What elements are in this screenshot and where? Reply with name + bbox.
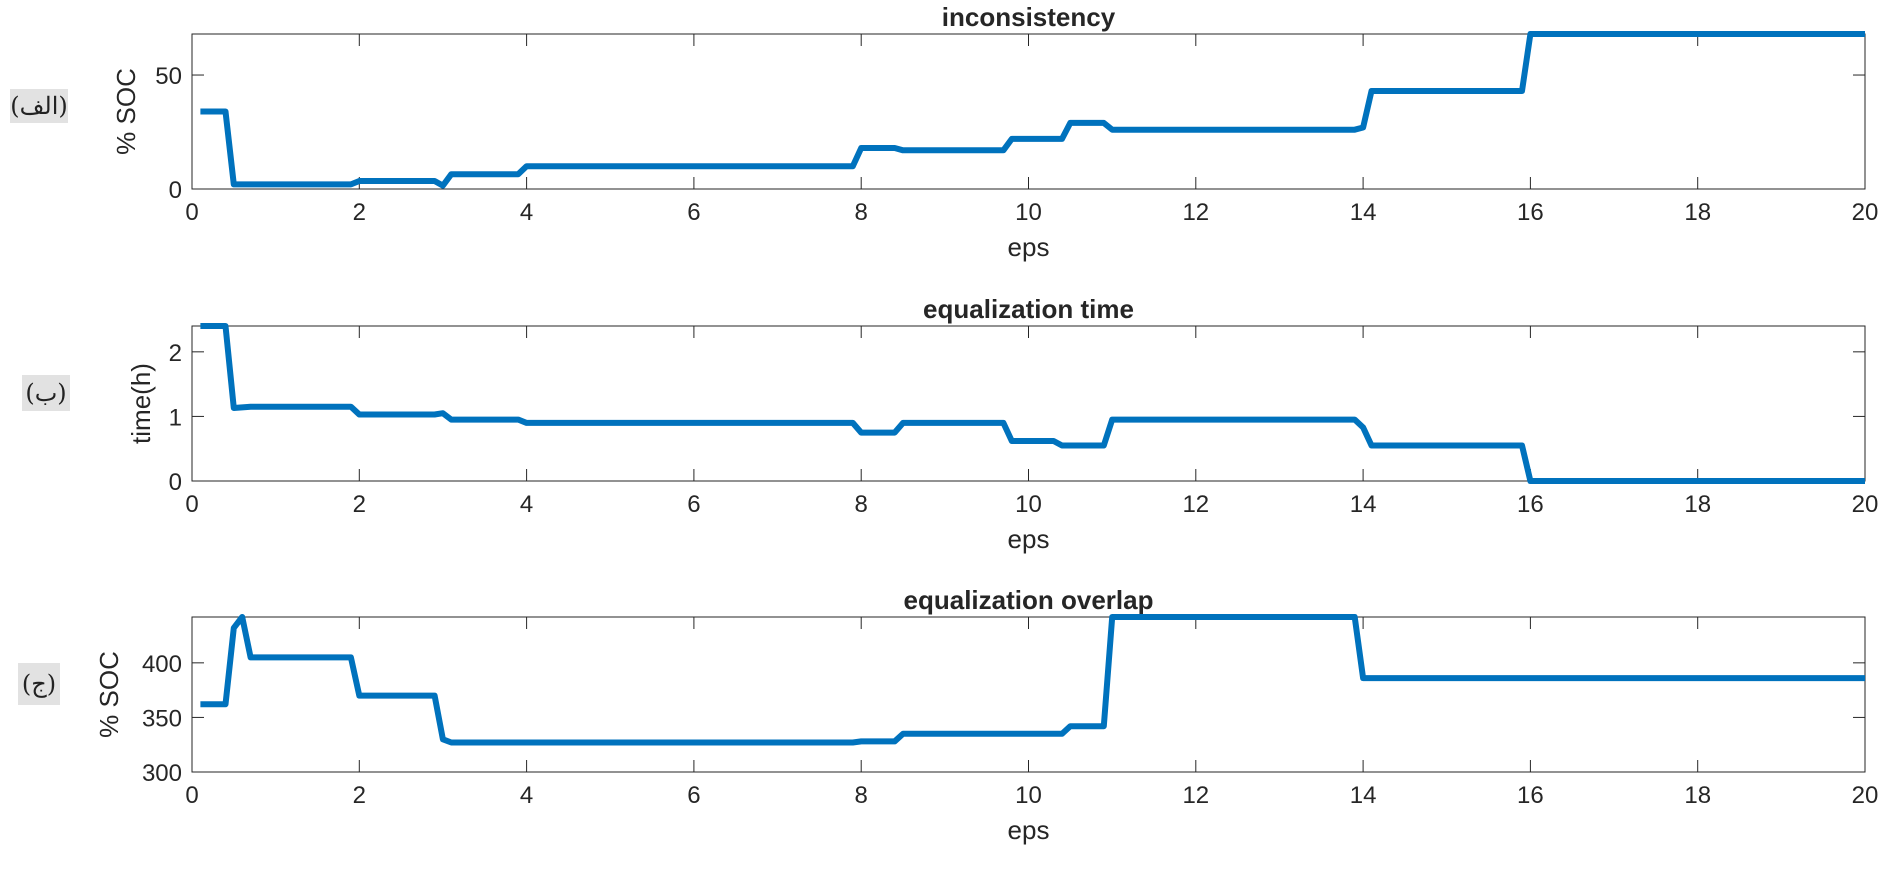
series-line-1 xyxy=(200,323,1865,484)
chart-panel-3: equalization overlap 0 2 4 6 8 10 12 14 16 18 20 300… xyxy=(94,585,1878,845)
x-tick-label: 0 xyxy=(185,491,198,518)
x-tick-label: 12 xyxy=(1182,782,1209,809)
x-axis-label: eps xyxy=(1008,815,1050,845)
panel-tag-c: (ج) xyxy=(18,663,60,705)
x-tick-label: 0 xyxy=(185,199,198,226)
x-tick-label: 2 xyxy=(353,491,366,518)
panel-tag-b: (ب) xyxy=(22,375,70,411)
x-tick-label: 2 xyxy=(353,199,366,226)
x-tick-label: 14 xyxy=(1350,491,1377,518)
x-tick-label: 12 xyxy=(1182,199,1209,226)
chart-title: equalization time xyxy=(923,294,1134,324)
x-tick-label: 8 xyxy=(855,782,868,809)
y-axis-label: % SOC xyxy=(94,651,124,738)
x-tick-label: 0 xyxy=(185,782,198,809)
y-tick-label: 300 xyxy=(142,760,182,787)
y-tick-label: 350 xyxy=(142,705,182,732)
x-tick-label: 4 xyxy=(520,199,533,226)
x-tick-label: 10 xyxy=(1015,199,1042,226)
y-axis-label: % SOC xyxy=(111,68,141,155)
x-tick-label: 4 xyxy=(520,782,533,809)
x-axis-label: eps xyxy=(1008,232,1050,262)
x-tick-label: 12 xyxy=(1182,491,1209,518)
plot-area xyxy=(191,33,1866,190)
y-tick-label: 400 xyxy=(142,651,182,678)
x-tick-label: 16 xyxy=(1517,782,1544,809)
x-tick-label: 20 xyxy=(1852,782,1879,809)
y-tick-label: 50 xyxy=(155,63,182,90)
y-tick-label: 2 xyxy=(169,340,182,367)
y-axis-label: time(h) xyxy=(126,363,156,444)
x-tick-label: 14 xyxy=(1350,199,1377,226)
chart-title: inconsistency xyxy=(942,2,1116,32)
x-tick-label: 8 xyxy=(855,491,868,518)
x-tick-label: 16 xyxy=(1517,491,1544,518)
x-tick-label: 14 xyxy=(1350,782,1377,809)
series-line-1 xyxy=(200,31,1865,189)
plot-area xyxy=(191,616,1866,773)
x-tick-label: 20 xyxy=(1852,491,1879,518)
x-tick-label: 8 xyxy=(855,199,868,226)
x-tick-label: 16 xyxy=(1517,199,1544,226)
chart-title: equalization overlap xyxy=(904,585,1154,615)
x-tick-label: 6 xyxy=(687,782,700,809)
y-tick-label: 0 xyxy=(169,177,182,204)
x-tick-label: 10 xyxy=(1015,491,1042,518)
series-line-1 xyxy=(200,614,1865,746)
x-tick-label: 6 xyxy=(687,199,700,226)
y-tick-label: 1 xyxy=(169,404,182,431)
x-tick-label: 6 xyxy=(687,491,700,518)
x-tick-label: 2 xyxy=(353,782,366,809)
x-axis-label: eps xyxy=(1008,524,1050,554)
x-tick-label: 10 xyxy=(1015,782,1042,809)
plot-area xyxy=(191,325,1866,482)
x-tick-label: 4 xyxy=(520,491,533,518)
x-tick-label: 18 xyxy=(1684,491,1711,518)
x-tick-label: 18 xyxy=(1684,782,1711,809)
y-tick-label: 0 xyxy=(169,469,182,496)
x-tick-label: 18 xyxy=(1684,199,1711,226)
panel-tag-a: (الف) xyxy=(10,89,68,123)
chart-panel-1: inconsistency 0 2 4 6 8 10 12 14 16 18 20 0 50 eps % SO… xyxy=(111,2,1878,262)
x-tick-label: 20 xyxy=(1852,199,1879,226)
